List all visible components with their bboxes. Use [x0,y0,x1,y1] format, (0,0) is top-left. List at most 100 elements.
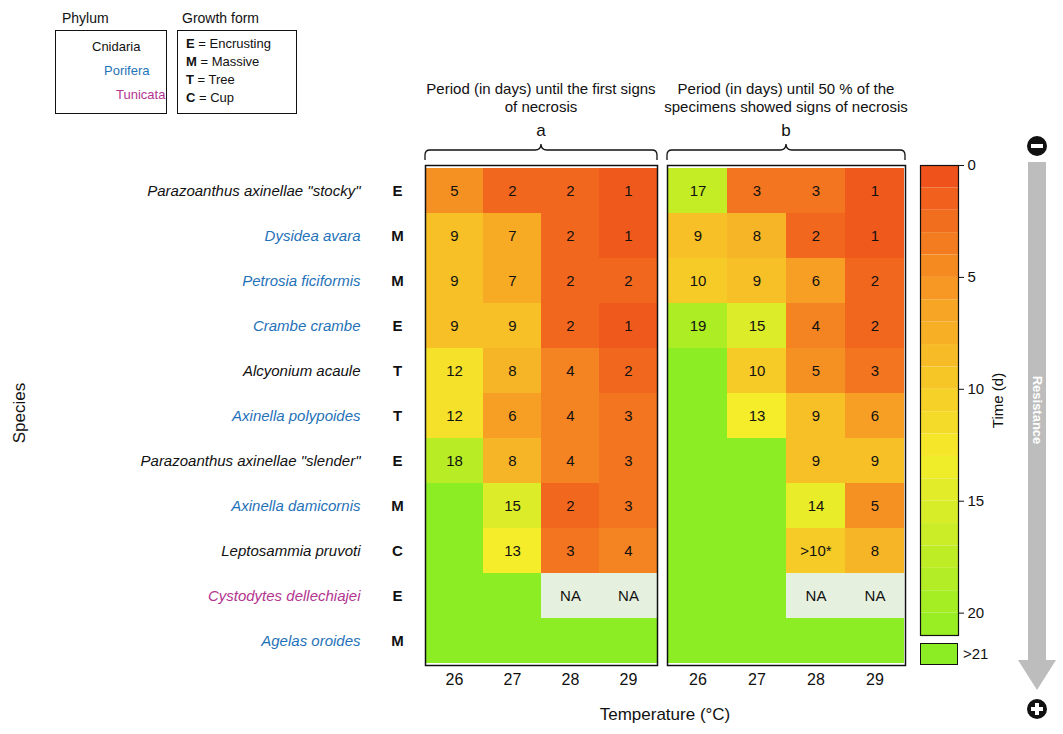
svg-text:C: C [392,542,403,559]
svg-text:Leptosammia pruvoti: Leptosammia pruvoti [221,542,361,559]
svg-text:19: 19 [690,317,707,334]
svg-text:9: 9 [812,452,820,469]
svg-text:Resistance: Resistance [1030,376,1045,445]
svg-text:2: 2 [812,227,820,244]
svg-text:9: 9 [450,227,458,244]
svg-text:9: 9 [753,272,761,289]
svg-text:2: 2 [871,272,879,289]
svg-text:6: 6 [871,407,879,424]
svg-text:1: 1 [624,227,632,244]
svg-text:9: 9 [508,317,516,334]
svg-text:Cystodytes dellechiajei: Cystodytes dellechiajei [208,587,361,604]
svg-text:2: 2 [566,182,574,199]
svg-text:29: 29 [620,671,638,688]
svg-text:3: 3 [624,497,632,514]
svg-text:26: 26 [446,671,464,688]
svg-text:1: 1 [624,317,632,334]
svg-text:E: E [392,452,402,469]
svg-text:Axinella damicornis: Axinella damicornis [230,497,361,514]
svg-text:2: 2 [871,317,879,334]
svg-text:13: 13 [749,407,766,424]
svg-text:Parazoanthus axinellae "stocky: Parazoanthus axinellae "stocky" [147,182,361,199]
svg-text:9: 9 [450,317,458,334]
svg-text:9: 9 [871,452,879,469]
svg-text:M: M [391,272,404,289]
svg-text:4: 4 [566,362,574,379]
svg-text:NA: NA [618,587,639,604]
svg-text:27: 27 [504,671,522,688]
svg-text:5: 5 [871,497,879,514]
svg-text:NA: NA [560,587,581,604]
svg-text:28: 28 [562,671,580,688]
svg-text:Agelas oroides: Agelas oroides [260,632,361,649]
svg-text:14: 14 [808,497,825,514]
svg-text:4: 4 [566,452,574,469]
svg-text:T: T [393,407,402,424]
svg-text:M: M [391,632,404,649]
svg-text:27: 27 [748,671,766,688]
svg-text:15: 15 [968,492,985,509]
svg-text:3: 3 [624,407,632,424]
svg-text:8: 8 [508,452,516,469]
svg-text:0: 0 [968,156,976,173]
svg-text:3: 3 [624,452,632,469]
svg-text:4: 4 [566,407,574,424]
svg-text:Time (d): Time (d) [989,373,1006,428]
svg-text:E: E [392,587,402,604]
svg-text:2: 2 [566,227,574,244]
svg-text:9: 9 [812,407,820,424]
svg-text:1: 1 [871,182,879,199]
svg-text:8: 8 [508,362,516,379]
svg-text:18: 18 [446,452,463,469]
svg-text:E: E [392,182,402,199]
svg-text:6: 6 [508,407,516,424]
svg-text:20: 20 [968,604,985,621]
svg-text:8: 8 [871,542,879,559]
svg-text:1: 1 [871,227,879,244]
svg-text:10: 10 [690,272,707,289]
svg-text:2: 2 [566,497,574,514]
svg-text:15: 15 [504,497,521,514]
svg-text:M: M [391,497,404,514]
svg-text:7: 7 [508,227,516,244]
svg-text:T: T [393,362,402,379]
svg-text:2: 2 [566,272,574,289]
svg-text:2: 2 [508,182,516,199]
svg-text:3: 3 [753,182,761,199]
svg-text:7: 7 [508,272,516,289]
svg-text:4: 4 [812,317,820,334]
svg-text:9: 9 [450,272,458,289]
svg-text:15: 15 [749,317,766,334]
svg-text:8: 8 [753,227,761,244]
svg-text:2: 2 [624,362,632,379]
svg-text:Dysidea avara: Dysidea avara [265,227,361,244]
svg-text:26: 26 [689,671,707,688]
svg-text:5: 5 [812,362,820,379]
svg-text:13: 13 [504,542,521,559]
svg-text:29: 29 [866,671,884,688]
svg-text:>10*: >10* [800,542,831,559]
svg-text:28: 28 [807,671,825,688]
svg-text:6: 6 [812,272,820,289]
svg-text:Alcyonium acaule: Alcyonium acaule [242,362,361,379]
svg-text:5: 5 [968,268,976,285]
svg-text:10: 10 [968,380,985,397]
svg-text:10: 10 [749,362,766,379]
svg-text:3: 3 [871,362,879,379]
svg-text:3: 3 [566,542,574,559]
svg-text:17: 17 [690,182,707,199]
svg-text:E: E [392,317,402,334]
svg-text:Axinella polypoides: Axinella polypoides [231,407,361,424]
svg-text:3: 3 [812,182,820,199]
svg-text:2: 2 [566,317,574,334]
svg-text:9: 9 [694,227,702,244]
svg-text:M: M [391,227,404,244]
svg-text:Crambe crambe: Crambe crambe [253,317,361,334]
svg-text:Petrosia ficiformis: Petrosia ficiformis [242,272,361,289]
svg-text:NA: NA [865,587,886,604]
svg-text:2: 2 [624,272,632,289]
svg-text:12: 12 [446,407,463,424]
svg-text:5: 5 [450,182,458,199]
svg-text:NA: NA [806,587,827,604]
svg-text:4: 4 [624,542,632,559]
